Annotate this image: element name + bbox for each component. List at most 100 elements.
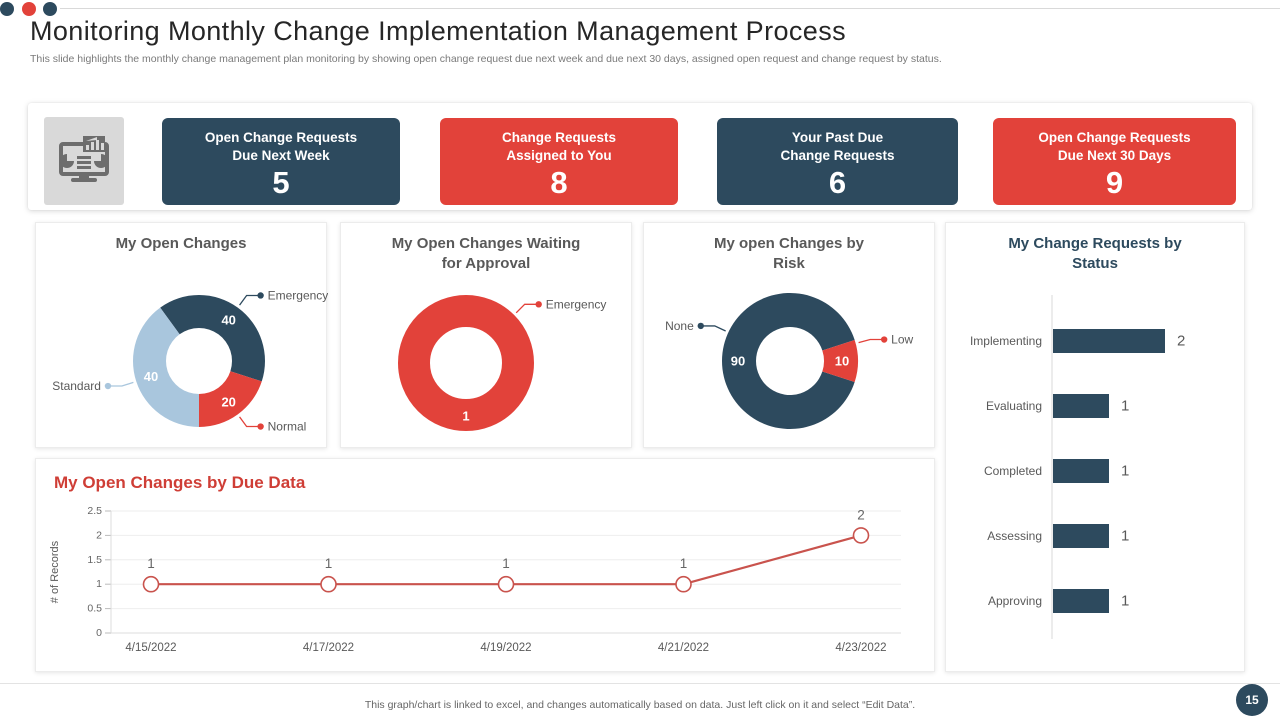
- donut-slice: [132, 307, 199, 427]
- leader-line: [858, 338, 885, 344]
- kpi-value: 6: [828, 165, 847, 201]
- y-tick-label: 2.5: [87, 505, 102, 517]
- slice-value-label: 90: [731, 354, 745, 369]
- y-tick-label: 2: [96, 529, 102, 541]
- bar-value-label: 1: [1121, 398, 1129, 415]
- x-tick-label: 4/15/2022: [125, 642, 176, 654]
- data-marker: [142, 575, 160, 593]
- y-axis-title: # of Records: [49, 540, 61, 603]
- donut-chart-by-risk: My open Changes by Risk 90 None 10 Low: [643, 222, 935, 448]
- donut-chart-my-open-changes: My Open Changes 40 Emergency 20 Normal 40 Sta…: [35, 222, 328, 448]
- kpi-card-due-next-week: Open Change Requests Due Next Week 5: [162, 118, 400, 205]
- page-number-badge: 15: [1236, 684, 1268, 716]
- dashboard-monitor-icon: [44, 117, 124, 205]
- bar-category-label: Implementing: [970, 334, 1042, 348]
- x-tick-label: 4/17/2022: [303, 642, 354, 654]
- slice-category-label: Standard: [52, 379, 101, 393]
- bar-value-label: 1: [1121, 593, 1129, 610]
- donut-chart-waiting-for-approval: My Open Changes Waiting for Approval 1 Em…: [340, 222, 632, 448]
- data-marker: [320, 575, 337, 593]
- data-marker: [497, 575, 515, 593]
- donut-chart-area[interactable]: 90 None 10 Low: [644, 273, 934, 446]
- bar-category-label: Completed: [984, 464, 1042, 478]
- slice-value-label: 40: [221, 313, 235, 328]
- data-value-label: 1: [325, 556, 333, 571]
- data-value-label: 1: [680, 556, 688, 571]
- y-tick-label: 1: [96, 578, 102, 590]
- top-divider: [60, 8, 1280, 9]
- window-dot-icon: [0, 2, 14, 16]
- kpi-label: Assigned to You: [506, 147, 612, 163]
- bar-category-label: Assessing: [987, 529, 1042, 543]
- kpi-summary-band: Open Change Requests Due Next Week 5 Cha…: [28, 103, 1252, 210]
- kpi-value: 5: [272, 165, 290, 201]
- kpi-label: Due Next 30 Days: [1057, 147, 1172, 163]
- kpi-value: 8: [550, 165, 568, 201]
- window-dot-icon: [43, 2, 57, 16]
- kpi-label: Your Past Due: [791, 130, 884, 145]
- bar: [1053, 589, 1109, 613]
- leader-line: [239, 294, 261, 306]
- footer-divider: [0, 683, 1280, 684]
- chart-title: My Open Changes: [115, 235, 247, 252]
- slice-value-label: 1: [462, 409, 469, 424]
- data-marker: [675, 575, 692, 593]
- x-tick-label: 4/19/2022: [480, 642, 531, 654]
- slice-category-label: None: [665, 319, 694, 333]
- footer-note: This graph/chart is linked to excel, and…: [364, 699, 916, 711]
- kpi-card-past-due: Your Past Due Change Requests 6: [717, 118, 958, 205]
- donut-chart-area[interactable]: 40 Emergency 20 Normal 40 Standard: [36, 273, 328, 446]
- donut-chart-area[interactable]: 1 Emergency: [341, 273, 631, 446]
- line-chart-area[interactable]: 0 0.5 1 1.5 2 2.5 1 4/15/2022 1 4/17/2022 1 4/19/20…: [36, 495, 934, 664]
- bar: [1053, 394, 1109, 418]
- leader-dot-icon: [257, 423, 264, 430]
- leader-dot-icon: [697, 322, 704, 330]
- kpi-value: 9: [1105, 165, 1124, 201]
- bar: [1053, 329, 1165, 353]
- bar-value-label: 1: [1121, 528, 1129, 545]
- leader-line: [515, 303, 539, 314]
- chart-title: My Open Changes Waiting for Approval: [391, 235, 581, 272]
- y-tick-label: 0.5: [87, 603, 102, 615]
- donut-slice: [398, 295, 534, 431]
- slice-value-label: 10: [835, 354, 849, 369]
- donut-slice: [199, 371, 262, 427]
- bar-chart-area[interactable]: Implementing 2 Evaluating 1 Completed 1 Assess…: [946, 273, 1244, 666]
- slice-category-label: Emergency: [546, 297, 607, 311]
- bar: [1053, 524, 1109, 548]
- data-marker: [852, 527, 870, 544]
- y-tick-label: 1.5: [87, 554, 102, 566]
- line-chart-by-due-date: My Open Changes by Due Data 0 0.5 1 1.5 2 2.5…: [35, 458, 935, 672]
- page-subtitle: This slide highlights the monthly change…: [30, 53, 942, 65]
- data-value-label: 1: [502, 556, 510, 571]
- leader-line: [700, 325, 726, 332]
- donut-slice: [822, 339, 858, 383]
- chart-title: My open Changes by Risk: [713, 235, 865, 272]
- slice-category-label: Normal: [268, 420, 307, 434]
- bar-value-label: 2: [1177, 333, 1185, 350]
- kpi-label: Change Requests: [780, 147, 895, 163]
- leader-dot-icon: [104, 382, 112, 390]
- x-tick-label: 4/23/2022: [835, 642, 886, 654]
- leader-dot-icon: [880, 336, 888, 343]
- leader-line: [107, 381, 134, 387]
- slice-value-label: 40: [144, 369, 158, 384]
- data-value-label: 2: [857, 507, 865, 522]
- kpi-label: Change Requests: [501, 130, 617, 145]
- slice-value-label: 20: [221, 394, 235, 409]
- bar: [1053, 459, 1109, 483]
- bar-category-label: Approving: [988, 594, 1042, 608]
- chart-title: My Open Changes by Due Data: [54, 473, 306, 492]
- page-title: Monitoring Monthly Change Implementation…: [30, 16, 847, 46]
- y-tick-label: 0: [96, 627, 102, 639]
- slice-category-label: Low: [891, 333, 913, 347]
- kpi-label: Open Change Requests: [204, 130, 358, 145]
- kpi-label: Open Change Requests: [1038, 130, 1191, 145]
- bar-category-label: Evaluating: [986, 399, 1042, 413]
- kpi-label: Due Next Week: [232, 147, 330, 163]
- data-value-label: 1: [147, 556, 155, 571]
- donut-slice: [722, 293, 855, 429]
- donut-slice: [160, 295, 265, 382]
- slice-category-label: Emergency: [268, 288, 328, 302]
